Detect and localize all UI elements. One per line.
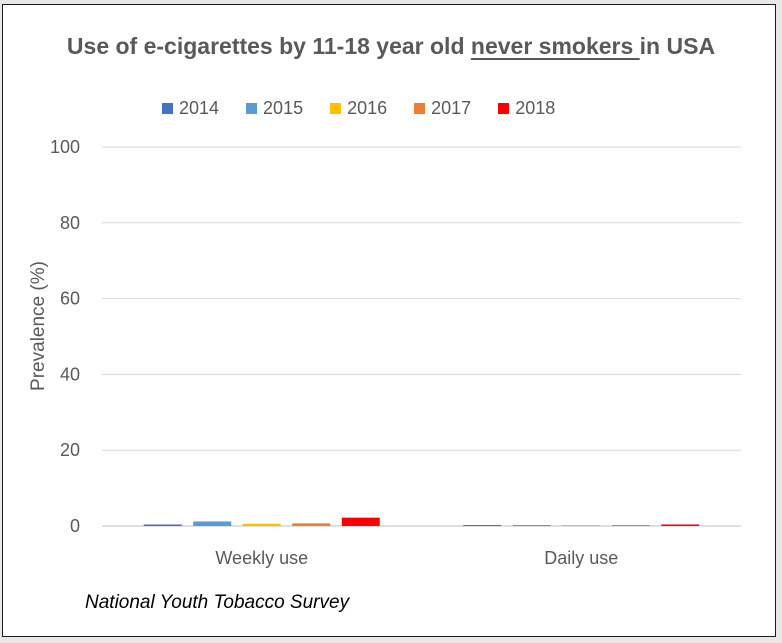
chart-title: Use of e-cigarettes by 11-18 year old ne…	[0, 33, 782, 60]
bars	[143, 517, 700, 526]
y-tick-label: 0	[70, 516, 80, 536]
source-footnote: National Youth Tobacco Survey	[85, 592, 350, 613]
bar-2018-daily-use	[661, 524, 700, 526]
legend-item-2018: 2018	[498, 98, 555, 119]
legend-label: 2018	[515, 98, 556, 118]
legend-swatch	[414, 103, 426, 114]
legend-item-2016: 2016	[330, 98, 387, 119]
chart-legend: 2014 2015 2016 2017 2018	[162, 98, 555, 119]
bar-2014-daily-use	[463, 525, 502, 526]
title-prefix: Use of e-cigarettes by 11-18 year old	[66, 33, 471, 59]
legend-item-2015: 2015	[246, 98, 303, 119]
legend-label: 2017	[431, 98, 472, 118]
y-tick-label: 40	[60, 364, 80, 384]
y-tick-label: 80	[60, 213, 80, 233]
chart-frame	[2, 4, 776, 637]
y-tick-label: 100	[50, 137, 80, 157]
y-tick-label: 60	[60, 289, 80, 309]
legend-item-2017: 2017	[414, 98, 471, 119]
legend-label: 2015	[263, 98, 304, 118]
legend-swatch	[498, 103, 510, 114]
legend-swatch	[330, 103, 342, 114]
y-tick-label: 20	[60, 440, 80, 460]
bar-2018-weekly-use	[341, 517, 380, 526]
gridlines	[102, 146, 741, 527]
bar-2017-weekly-use	[292, 523, 331, 526]
legend-swatch	[246, 103, 258, 114]
y-axis-label: Prevalence (%)	[28, 261, 49, 391]
legend-item-2014: 2014	[162, 98, 219, 119]
title-suffix: in USA	[639, 33, 716, 59]
bar-2015-weekly-use	[193, 521, 232, 526]
bar-2015-daily-use	[512, 525, 551, 526]
bar-2016-weekly-use	[242, 523, 281, 526]
legend-swatch	[162, 103, 173, 114]
bar-2017-daily-use	[611, 525, 650, 526]
tick-labels: 0 20 40 60 80 100 Weekly use Daily use	[50, 137, 618, 568]
legend-label: 2016	[347, 98, 388, 118]
bar-2016-daily-use	[562, 525, 601, 526]
title-emphasis: never smokers	[470, 33, 640, 59]
x-tick-label: Daily use	[544, 548, 618, 568]
bar-2014-weekly-use	[143, 524, 182, 526]
x-tick-label: Weekly use	[215, 548, 308, 568]
legend-label: 2014	[179, 98, 220, 118]
